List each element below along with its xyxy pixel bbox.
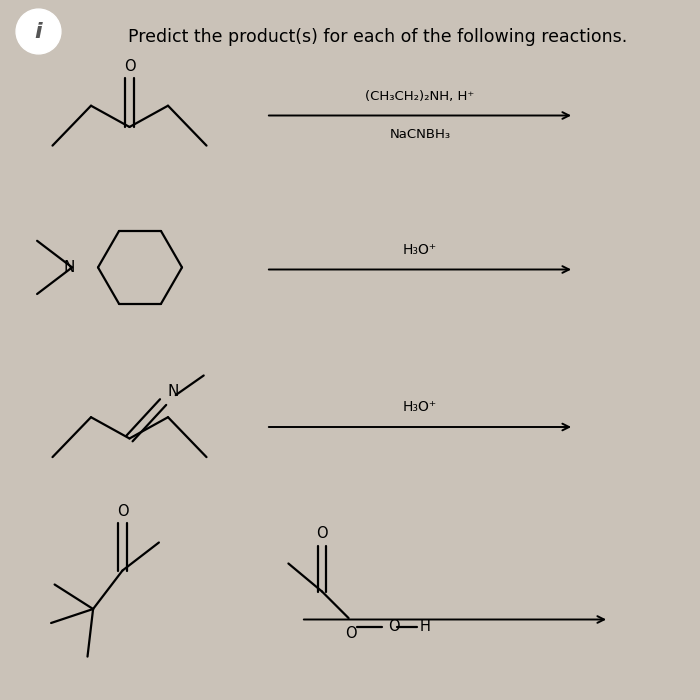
Text: H: H	[419, 619, 430, 634]
Text: O: O	[316, 526, 328, 541]
Text: N: N	[64, 260, 75, 275]
Text: H₃O⁺: H₃O⁺	[403, 243, 437, 257]
Text: O: O	[117, 504, 128, 519]
Text: i: i	[35, 22, 42, 41]
Text: N: N	[167, 384, 178, 399]
Text: H₃O⁺: H₃O⁺	[403, 400, 437, 414]
Text: NaCNBH₃: NaCNBH₃	[389, 128, 451, 141]
Text: O: O	[389, 619, 400, 634]
Text: (CH₃CH₂)₂NH, H⁺: (CH₃CH₂)₂NH, H⁺	[365, 90, 475, 103]
Text: Predict the product(s) for each of the following reactions.: Predict the product(s) for each of the f…	[128, 28, 628, 46]
Text: O: O	[124, 59, 135, 74]
Circle shape	[16, 9, 61, 54]
Text: O: O	[345, 626, 356, 641]
